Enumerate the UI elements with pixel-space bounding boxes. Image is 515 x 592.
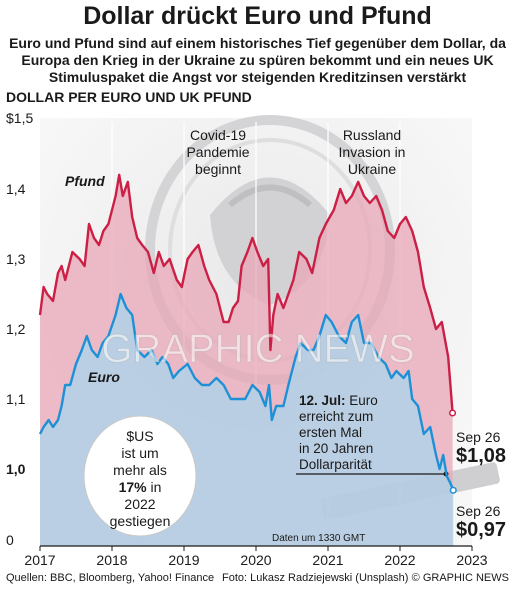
series-end-point-euro <box>449 486 457 494</box>
bubble-line-3: mehr als <box>113 462 167 478</box>
covid-line-3: beginnt <box>195 161 241 177</box>
footer-photo: Foto: Lukasz Radziejewski (Unsplash) <box>222 572 409 584</box>
x-tick-label-2018: 2018 <box>96 552 127 568</box>
parity-line-3: ersten Mal <box>299 425 362 440</box>
parity-date: 12. Jul: <box>299 393 346 408</box>
footer-credit: © GRAPHIC NEWS <box>411 572 509 584</box>
parity-line-2: erreicht zum <box>299 409 373 424</box>
eur-date: Sep 26 <box>456 503 501 519</box>
annotation-parity: 12. Jul: Euro erreicht zum ersten Mal in… <box>299 393 378 472</box>
x-axis-ticks: 2017 2018 2019 2020 2021 2022 2023 <box>24 546 488 568</box>
russia-line-2: Invasion in <box>339 144 406 160</box>
page-subtitle: Euro und Pfund sind auf einem historisch… <box>9 35 506 85</box>
series-line-pfund <box>38 173 454 414</box>
x-tick-label-2022: 2022 <box>384 552 415 568</box>
x-tick-label-2019: 2019 <box>168 552 199 568</box>
y-axis-ticks: $1,5 1,4 1,3 1,2 1,1 1,0 0 <box>6 110 33 548</box>
bubble-pct: 17% <box>119 479 148 495</box>
bubble-line-6: gestiegen <box>110 513 171 529</box>
eur-value: $0,97 <box>456 519 506 541</box>
russia-line-3: Ukraine <box>348 161 396 177</box>
parity-text-1: Euro <box>346 393 378 408</box>
bubble-line-2: ist um <box>121 445 158 461</box>
annotation-russia: Russland Invasion in Ukraine <box>339 127 406 177</box>
series-line-euro <box>38 292 455 491</box>
y-tick-label: 1,3 <box>6 251 26 267</box>
parity-line-5: Dollarparität <box>299 457 372 472</box>
covid-line-1: Covid-19 <box>190 127 246 143</box>
gbp-value: $1,08 <box>456 445 506 467</box>
usd-rise-bubble: $US ist um mehr als 17% in 2022 gestiege… <box>83 415 197 537</box>
page-title: Dollar drückt Euro und Pfund <box>83 2 432 30</box>
data-time-note: Daten um 1330 GMT <box>272 533 365 544</box>
end-label-euro: Sep 26 $0,97 <box>456 503 506 541</box>
section-label: DOLLAR PER EURO UND UK PFUND <box>6 89 252 105</box>
series-label-pfund: Pfund <box>65 173 105 189</box>
russia-line-1: Russland <box>343 127 401 143</box>
y-tick-label: 0 <box>6 532 14 548</box>
x-tick-label-2017: 2017 <box>24 552 55 568</box>
end-label-pfund: Sep 26 $1,08 <box>456 429 506 467</box>
bubble-in: in <box>147 479 162 495</box>
covid-line-2: Pandemie <box>186 144 249 160</box>
watermark: GRAPHIC NEWS <box>101 327 414 371</box>
y-tick-label: $1,5 <box>6 110 33 126</box>
bubble-line-4: 17% in <box>119 479 162 495</box>
y-tick-label: 1,1 <box>6 391 26 407</box>
bubble-line-1: $US <box>126 428 153 444</box>
y-tick-label: 1,0 <box>6 461 26 477</box>
y-tick-label: 1,4 <box>6 181 26 197</box>
parity-line-4: in 20 Jahren <box>299 441 373 456</box>
x-tick-label-2023: 2023 <box>456 552 487 568</box>
series-end-point-pfund <box>449 409 457 417</box>
parity-line-1: 12. Jul: Euro <box>299 393 378 408</box>
annotation-covid: Covid-19 Pandemie beginnt <box>186 127 249 177</box>
footer-sources: Quellen: BBC, Bloomberg, Yahoo! Finance <box>6 572 215 584</box>
x-tick-label-2020: 2020 <box>240 552 271 568</box>
bubble-line-5: 2022 <box>124 496 155 512</box>
series-lines <box>38 173 457 494</box>
y-tick-label: 1,2 <box>6 321 26 337</box>
x-tick-label-2021: 2021 <box>312 552 343 568</box>
gbp-date: Sep 26 <box>456 429 501 445</box>
series-label-euro: Euro <box>88 369 120 385</box>
